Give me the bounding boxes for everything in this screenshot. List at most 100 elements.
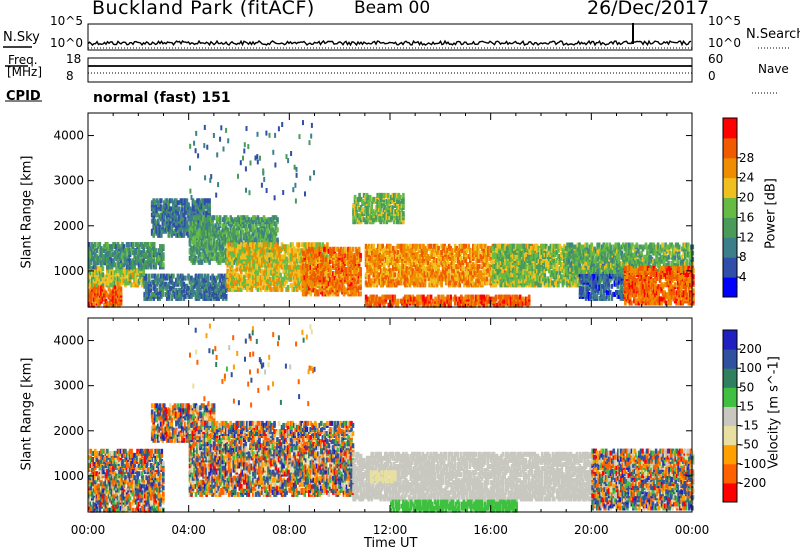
power-cell [443, 243, 446, 249]
power-cell [262, 284, 266, 290]
power-cell [470, 282, 474, 288]
power-cell [262, 270, 266, 276]
power-cell [478, 278, 481, 284]
power-cell [194, 212, 198, 218]
power-cell [359, 267, 362, 273]
power-cell [390, 268, 394, 274]
power-cell [294, 248, 297, 254]
freq-right-tick-bottom: 0 [708, 69, 716, 83]
power-cell [167, 200, 171, 206]
power-cell [249, 266, 252, 272]
power-cell [191, 285, 195, 291]
power-cell [124, 278, 127, 284]
power-cell [485, 247, 489, 253]
power-cell [211, 215, 214, 221]
power-cell [391, 215, 395, 221]
power-cell [229, 280, 232, 286]
power-cell [157, 295, 160, 301]
power-cell [422, 272, 425, 278]
power-cell [456, 276, 460, 282]
power-cell [386, 270, 389, 276]
power-cell [466, 280, 469, 286]
power-cell [398, 243, 401, 249]
power-cell [125, 242, 129, 247]
power-cell [94, 260, 97, 266]
power-cell [158, 230, 162, 236]
power-cell [160, 226, 163, 232]
power-cell [208, 245, 211, 251]
power-cell [178, 275, 181, 281]
power-cell [371, 196, 375, 202]
power-cell [240, 237, 243, 243]
power-cell [315, 242, 319, 248]
power-cell [353, 277, 356, 283]
power-cell [259, 256, 263, 262]
power-cell [200, 241, 204, 247]
power-cell [344, 287, 347, 293]
power-cell [440, 243, 443, 249]
power-cell [366, 245, 369, 251]
power-cell [185, 230, 189, 236]
power-cell [220, 251, 223, 257]
power-cell [383, 262, 386, 268]
power-cell [449, 262, 452, 268]
power-cell [324, 246, 328, 252]
power-cell [464, 266, 468, 272]
power-cell [106, 280, 109, 286]
power-cell [374, 196, 378, 202]
power-cell [341, 273, 344, 279]
power-cell [362, 209, 366, 215]
power-cell [458, 282, 462, 288]
power-cell [428, 276, 431, 282]
power-cell [221, 241, 225, 247]
power-cell [193, 215, 196, 221]
power-cell [277, 276, 281, 282]
power-cell [265, 223, 269, 229]
power-cell [153, 228, 157, 234]
power-cell [250, 233, 254, 239]
power-cell [452, 260, 455, 266]
power-cell [359, 291, 362, 297]
power-cell [300, 266, 303, 272]
power-cell [224, 247, 228, 253]
power-cell [196, 225, 199, 231]
power-cell [481, 272, 484, 278]
power-cell [348, 246, 352, 252]
power-cell [153, 283, 157, 289]
power-cell [356, 205, 360, 210]
power-cell [291, 282, 294, 288]
power-cell [182, 198, 186, 204]
power-cell [309, 275, 313, 281]
power-cell [107, 274, 111, 280]
power-cell [229, 260, 232, 266]
power-cell [291, 264, 294, 270]
power-cell [184, 220, 187, 226]
power-cell [217, 229, 220, 235]
power-cell [390, 278, 394, 284]
power-cell [304, 284, 308, 290]
power-cell [309, 244, 313, 250]
power-cell [286, 268, 290, 274]
power-cell [91, 266, 94, 272]
power-cell [247, 245, 251, 251]
power-cell [243, 215, 246, 221]
power-cell [376, 209, 379, 215]
power-cell [94, 288, 97, 294]
power-cell [464, 270, 468, 276]
power-cell [364, 194, 367, 200]
power-cell [323, 283, 326, 289]
power-cell [262, 252, 266, 258]
power-cell [147, 289, 151, 295]
power-cell [414, 264, 418, 270]
power-cell [326, 242, 329, 248]
power-cell [301, 273, 305, 279]
power-cell [160, 216, 163, 222]
power-cell [277, 246, 281, 252]
power-cell [364, 260, 368, 266]
power-cell [258, 248, 261, 254]
power-cell [203, 217, 207, 223]
power-cell [279, 260, 282, 266]
power-cell [440, 278, 443, 284]
power-cell [389, 268, 392, 274]
power-cell [280, 280, 284, 286]
